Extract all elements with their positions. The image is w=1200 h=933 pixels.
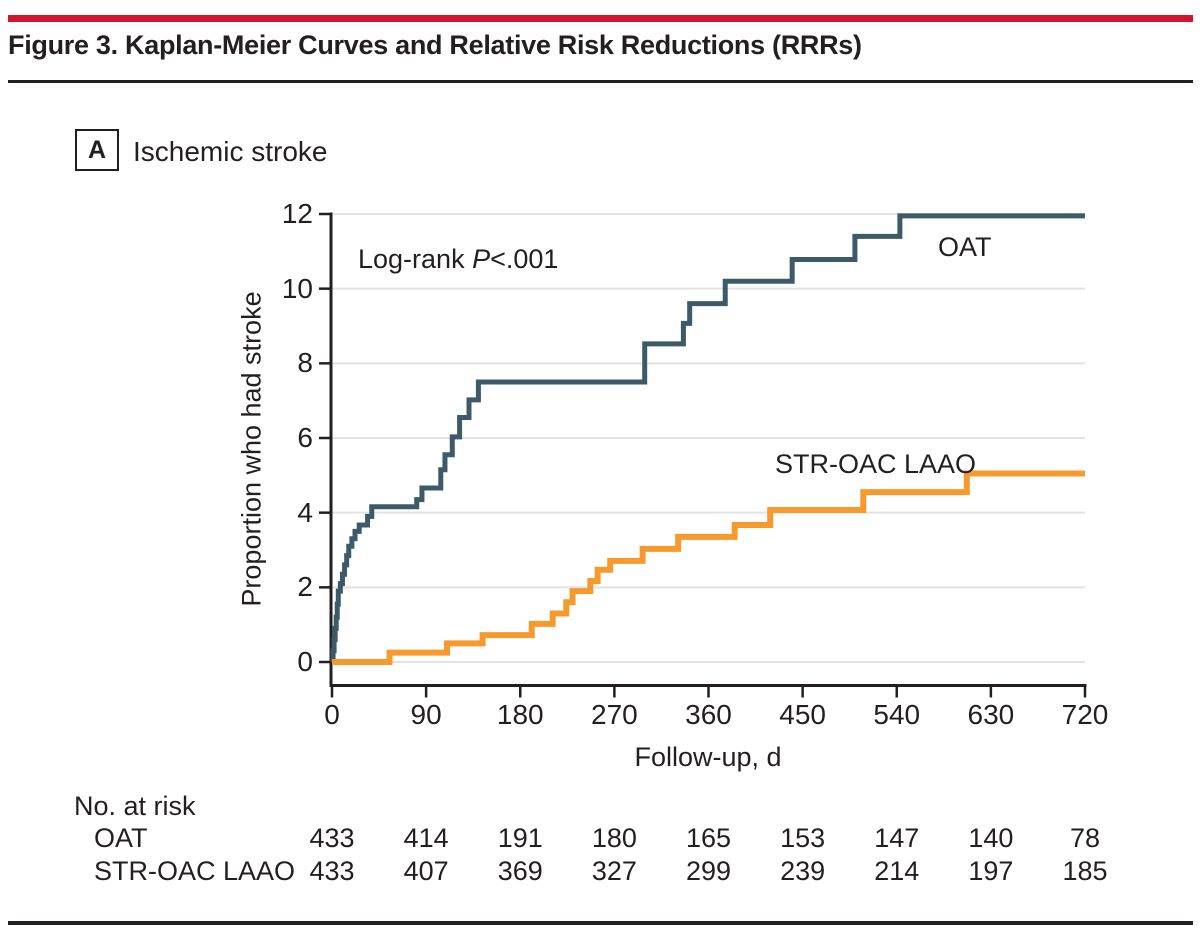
risk-row-label: OAT xyxy=(94,823,148,853)
risk-table-heading: No. at risk xyxy=(74,791,196,821)
risk-count: 165 xyxy=(685,823,732,853)
x-axis-label: Follow-up, d xyxy=(634,742,782,772)
risk-count: 414 xyxy=(403,823,449,853)
y-tick-label: 8 xyxy=(297,347,313,379)
risk-count: 369 xyxy=(497,856,543,886)
title-divider xyxy=(8,80,1193,83)
y-tick-label: 10 xyxy=(281,272,313,304)
figure-title: Figure 3. Kaplan-Meier Curves and Relati… xyxy=(8,30,862,60)
risk-row-label: STR-OAC LAAO xyxy=(94,856,296,886)
log-rank-prefix: Log-rank xyxy=(358,244,473,274)
panel-title: Ischemic stroke xyxy=(133,136,328,167)
panel-letter-badge: A xyxy=(75,129,119,171)
risk-count: 433 xyxy=(309,823,355,853)
bottom-divider xyxy=(8,921,1193,925)
x-tick-label: 0 xyxy=(324,699,340,730)
x-tick-label: 360 xyxy=(685,699,732,730)
y-tick-label: 6 xyxy=(297,422,313,453)
risk-count: 239 xyxy=(780,856,826,886)
series-label-oat: OAT xyxy=(938,232,992,262)
risk-count: 327 xyxy=(591,856,637,886)
risk-count: 191 xyxy=(497,823,543,853)
risk-count: 433 xyxy=(309,856,355,886)
x-tick-label: 90 xyxy=(410,699,442,730)
risk-count: 214 xyxy=(874,856,920,886)
risk-count: 140 xyxy=(968,823,1014,853)
risk-count: 407 xyxy=(403,856,449,886)
log-rank-annotation: Log-rank P<.001 xyxy=(358,244,558,275)
x-tick-label: 720 xyxy=(1061,699,1109,730)
risk-count: 299 xyxy=(685,856,732,886)
risk-count: 180 xyxy=(591,823,637,853)
log-rank-stat: P xyxy=(472,244,491,274)
risk-count: 197 xyxy=(968,856,1014,886)
km-curve-oat xyxy=(330,213,1085,665)
risk-count: 185 xyxy=(1062,856,1108,886)
x-tick-label: 630 xyxy=(967,699,1015,730)
log-rank-value: <.001 xyxy=(490,244,559,274)
series-label-str-oac-laao: STR-OAC LAAO xyxy=(775,449,977,479)
risk-count: 78 xyxy=(1069,823,1101,853)
y-tick-label: 2 xyxy=(297,571,313,603)
risk-count: 147 xyxy=(874,823,920,853)
x-tick-label: 450 xyxy=(779,699,826,730)
km-curve-str-oac-laao xyxy=(332,470,1085,665)
y-tick-label: 4 xyxy=(297,496,313,528)
accent-top-bar xyxy=(8,15,1193,22)
y-tick-label: 0 xyxy=(297,646,313,677)
y-tick-label: 12 xyxy=(281,198,313,229)
x-tick-label: 540 xyxy=(873,699,921,730)
x-tick-label: 180 xyxy=(496,699,544,730)
x-tick-label: 270 xyxy=(591,699,638,730)
risk-count: 153 xyxy=(780,823,826,853)
